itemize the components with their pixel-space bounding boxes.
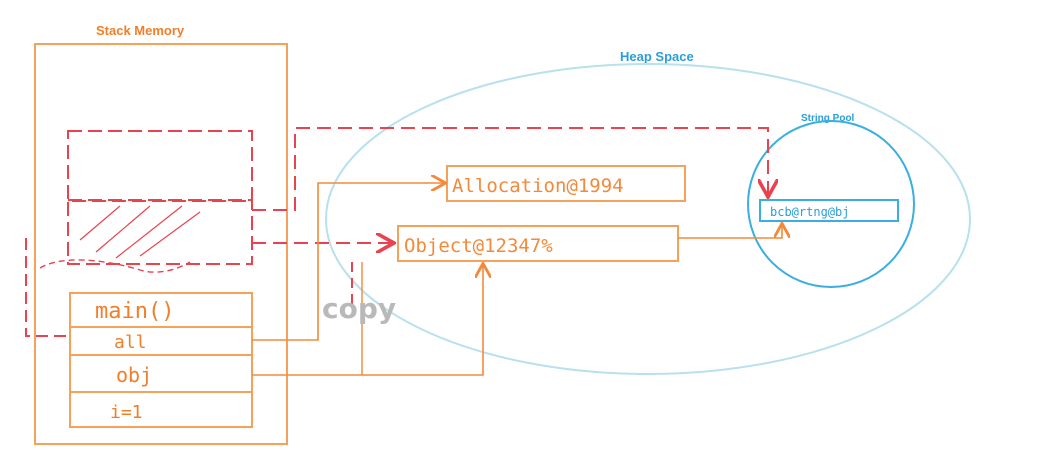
erased-frame [25, 130, 253, 337]
stack-var-all: all [114, 332, 147, 353]
stack-memory-region [34, 43, 288, 445]
frame-label-main: main() [95, 299, 174, 324]
heap-object-object-label: Object@12347% [404, 235, 553, 257]
ref-dashed-to-string-pool [252, 127, 768, 211]
ref-obj-to-object [252, 265, 483, 376]
string-pool-region [747, 120, 915, 288]
heap-object-allocation-label: Allocation@1994 [452, 175, 624, 197]
string-pool-item-label: bcb@rtng@bj [770, 205, 849, 219]
stack-var-i: i=1 [110, 402, 143, 423]
copy-annotation: copy [322, 292, 396, 325]
heap-space-title: Heap Space [620, 49, 694, 64]
string-pool-title: String Pool [801, 113, 855, 124]
main-frame [69, 292, 253, 428]
heap-object-object [397, 225, 679, 262]
string-pool-item [759, 199, 899, 222]
ref-all-to-allocation [252, 183, 444, 341]
stack-var-obj: obj [116, 363, 152, 387]
stack-memory-title: Stack Memory [96, 23, 185, 38]
ref-object-to-string [678, 225, 782, 239]
heap-space-region [325, 63, 971, 375]
